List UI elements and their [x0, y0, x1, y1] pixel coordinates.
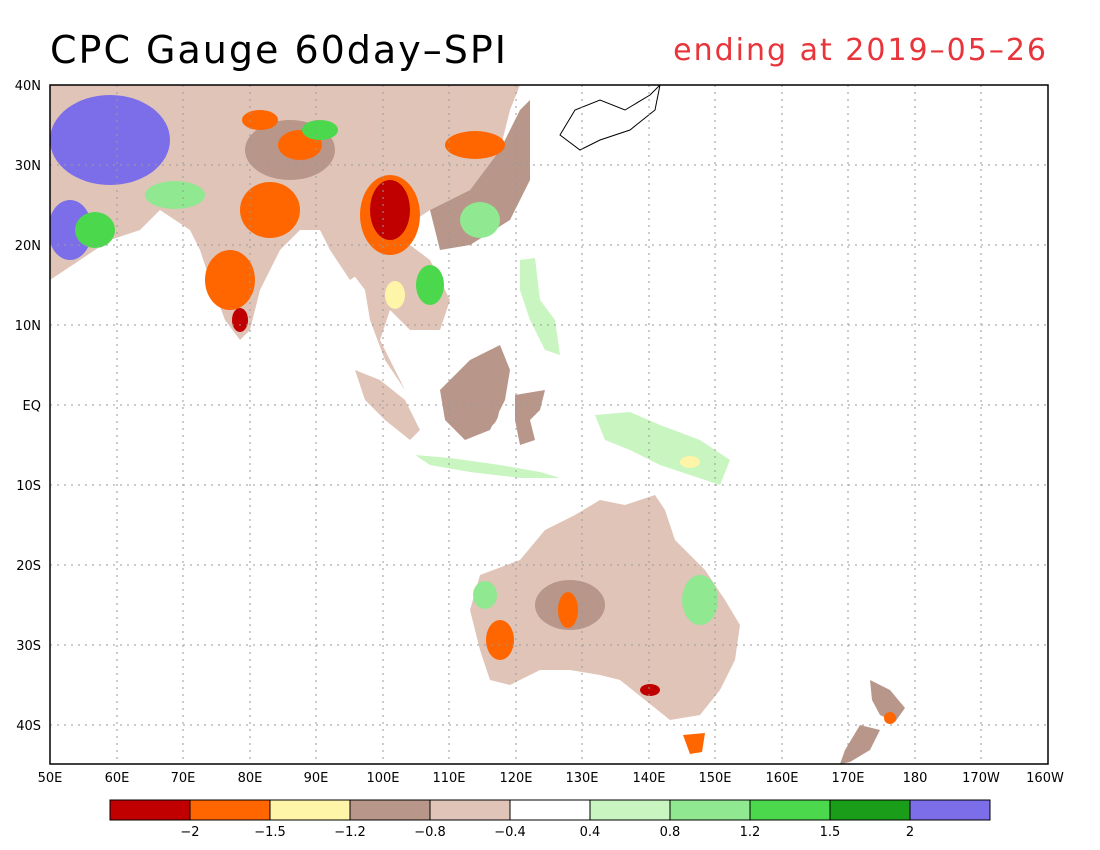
lon-label: 110E: [432, 771, 465, 786]
legend-swatch: [109, 799, 191, 821]
lon-label: 120E: [499, 771, 532, 786]
legend-swatch: [749, 799, 831, 821]
lat-label: 20N: [15, 239, 41, 254]
land-sulawesi: [515, 390, 545, 445]
lon-label: 140E: [632, 771, 665, 786]
legend-labels: −2 −1.5 −1.2 −0.8 −0.4 0.4 0.8 1.2 1.5 2: [180, 825, 914, 840]
lon-label: 150E: [698, 771, 731, 786]
legend-tick-label: 2: [906, 825, 914, 840]
lat-label: 40N: [15, 79, 41, 94]
plot-frame: [49, 84, 1049, 765]
lat-label: 40S: [16, 719, 41, 734]
legend-tick-label: 0.4: [580, 825, 601, 840]
lat-label: 10N: [15, 319, 41, 334]
legend-tick-label: −1.5: [254, 825, 286, 840]
legend-swatch: [829, 799, 911, 821]
land-china-east: [430, 100, 530, 250]
lon-label: 70E: [171, 771, 196, 786]
lon-axis: 50E 60E 70E 80E 90E 100E 110E 120E 130E …: [38, 771, 1064, 786]
land-tasmania: [683, 733, 705, 754]
land-new-zealand: [840, 680, 905, 764]
lon-label: 160E: [765, 771, 798, 786]
legend-tick-label: −1.2: [334, 825, 366, 840]
map-title: CPC Gauge 60day–SPI: [50, 28, 508, 72]
land-java: [415, 455, 560, 478]
map-field: [50, 85, 905, 764]
legend-swatch: [349, 799, 431, 821]
map-subtitle: ending at 2019–05–26: [673, 33, 1048, 68]
lon-label: 170E: [831, 771, 864, 786]
land-philippines: [520, 258, 560, 355]
lon-label: 50E: [38, 771, 63, 786]
land-australia: [470, 495, 740, 720]
lat-label: 30S: [16, 639, 41, 654]
legend-swatch: [909, 799, 991, 821]
legend-swatch: [429, 799, 511, 821]
legend-tick-label: −2: [180, 825, 199, 840]
lon-label: 180: [903, 771, 928, 786]
land-new-guinea: [595, 412, 730, 485]
legend-swatch: [509, 799, 591, 821]
lon-label: 80E: [238, 771, 263, 786]
lat-label: 20S: [16, 559, 41, 574]
legend-tick-label: 1.5: [820, 825, 841, 840]
legend-colorbar: [109, 799, 991, 821]
gridlines: [50, 85, 1048, 764]
land-borneo: [440, 345, 510, 440]
legend-tick-label: −0.4: [494, 825, 526, 840]
lat-label: 30N: [15, 159, 41, 174]
lat-label: EQ: [23, 399, 41, 414]
legend-tick-label: 1.2: [740, 825, 761, 840]
lon-label: 100E: [366, 771, 399, 786]
legend-swatch: [189, 799, 271, 821]
lon-label: 130E: [565, 771, 598, 786]
lon-label: 160W: [1026, 771, 1064, 786]
legend-swatch: [269, 799, 351, 821]
lat-axis: 40N 30N 20N 10N EQ 10S 20S 30S 40S: [15, 79, 41, 734]
lon-label: 60E: [105, 771, 130, 786]
lon-label: 90E: [304, 771, 329, 786]
legend-swatch: [589, 799, 671, 821]
land-japan: [559, 85, 661, 151]
legend-tick-label: 0.8: [660, 825, 681, 840]
legend-swatch: [669, 799, 751, 821]
lon-label: 170W: [962, 771, 1000, 786]
legend-tick-label: −0.8: [414, 825, 446, 840]
lat-label: 10S: [16, 479, 41, 494]
